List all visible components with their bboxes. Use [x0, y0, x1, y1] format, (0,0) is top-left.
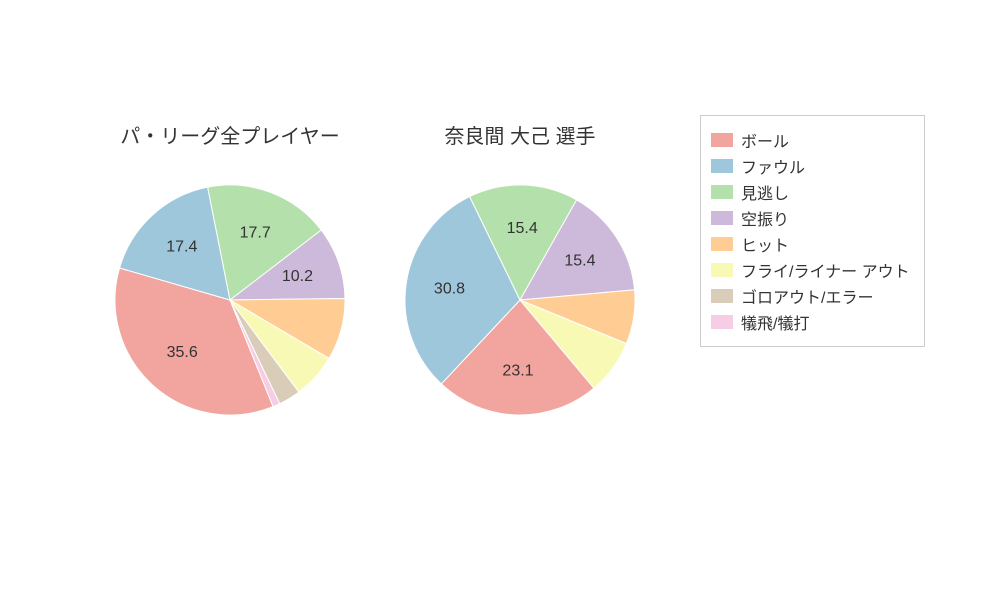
pie-slice-label-swing: 15.4	[564, 253, 595, 270]
legend-item-ball: ボール	[711, 128, 910, 152]
pie-slice-label-look: 15.4	[507, 220, 538, 237]
legend-item-ground: ゴロアウト/エラー	[711, 284, 910, 308]
legend-label-foul: ファウル	[741, 154, 805, 178]
legend-item-look: 見逃し	[711, 180, 910, 204]
pie-slice-label-foul: 30.8	[434, 281, 465, 298]
legend-swatch-foul	[711, 159, 733, 173]
legend-swatch-ball	[711, 133, 733, 147]
legend-item-hit: ヒット	[711, 232, 910, 256]
legend: ボールファウル見逃し空振りヒットフライ/ライナー アウトゴロアウト/エラー犠飛/…	[700, 115, 925, 347]
legend-swatch-flyliner	[711, 263, 733, 277]
legend-swatch-swing	[711, 211, 733, 225]
legend-swatch-hit	[711, 237, 733, 251]
legend-label-swing: 空振り	[741, 206, 789, 230]
chart-stage: パ・リーグ全プレイヤー 35.617.417.710.2 奈良間 大己 選手 2…	[0, 0, 1000, 600]
legend-swatch-ground	[711, 289, 733, 303]
legend-label-look: 見逃し	[741, 180, 789, 204]
legend-item-sac: 犠飛/犠打	[711, 310, 910, 334]
legend-item-flyliner: フライ/ライナー アウト	[711, 258, 910, 282]
legend-label-ground: ゴロアウト/エラー	[741, 284, 873, 308]
pie-slice-label-ball: 35.6	[167, 344, 198, 361]
legend-swatch-look	[711, 185, 733, 199]
legend-label-hit: ヒット	[741, 232, 789, 256]
legend-swatch-sac	[711, 315, 733, 329]
pie-slice-label-swing: 10.2	[282, 268, 313, 285]
legend-item-foul: ファウル	[711, 154, 910, 178]
legend-label-ball: ボール	[741, 128, 789, 152]
legend-item-swing: 空振り	[711, 206, 910, 230]
pie-chart-player: 23.1 30.8 15.4 15.4	[345, 125, 695, 480]
legend-label-flyliner: フライ/ライナー アウト	[741, 258, 910, 282]
pie-slice-label-ball: 23.1	[502, 363, 533, 380]
pie-slice-label-look: 17.7	[240, 225, 271, 242]
pie-slice-label-foul: 17.4	[166, 239, 197, 256]
legend-label-sac: 犠飛/犠打	[741, 310, 809, 334]
